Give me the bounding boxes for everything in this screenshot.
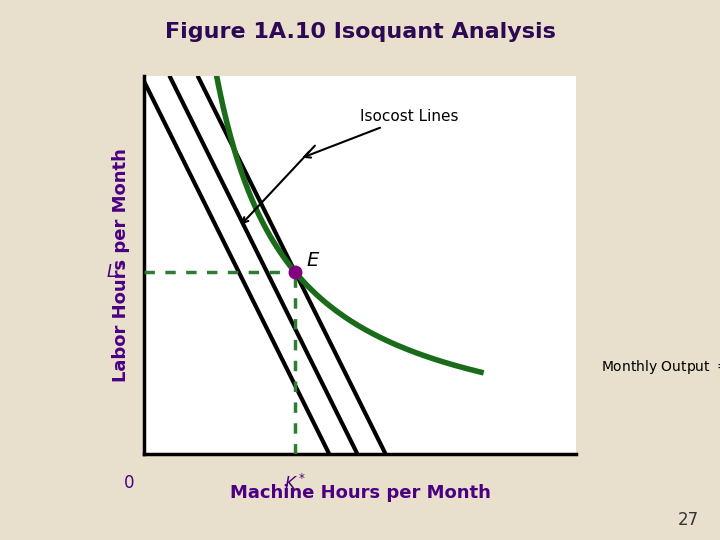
X-axis label: Machine Hours per Month: Machine Hours per Month [230,484,490,502]
Text: 27: 27 [678,511,698,529]
Text: $K^*$: $K^*$ [284,475,306,495]
Text: $L^*$: $L^*$ [107,262,127,282]
Text: Isocost Lines: Isocost Lines [305,109,459,158]
Text: Monthly Output $= Q_1$: Monthly Output $= Q_1$ [601,358,720,376]
Text: $E$: $E$ [306,252,320,271]
Y-axis label: Labor Hours per Month: Labor Hours per Month [112,147,130,382]
Text: 0: 0 [124,475,134,492]
Text: Figure 1A.10 Isoquant Analysis: Figure 1A.10 Isoquant Analysis [165,22,555,43]
